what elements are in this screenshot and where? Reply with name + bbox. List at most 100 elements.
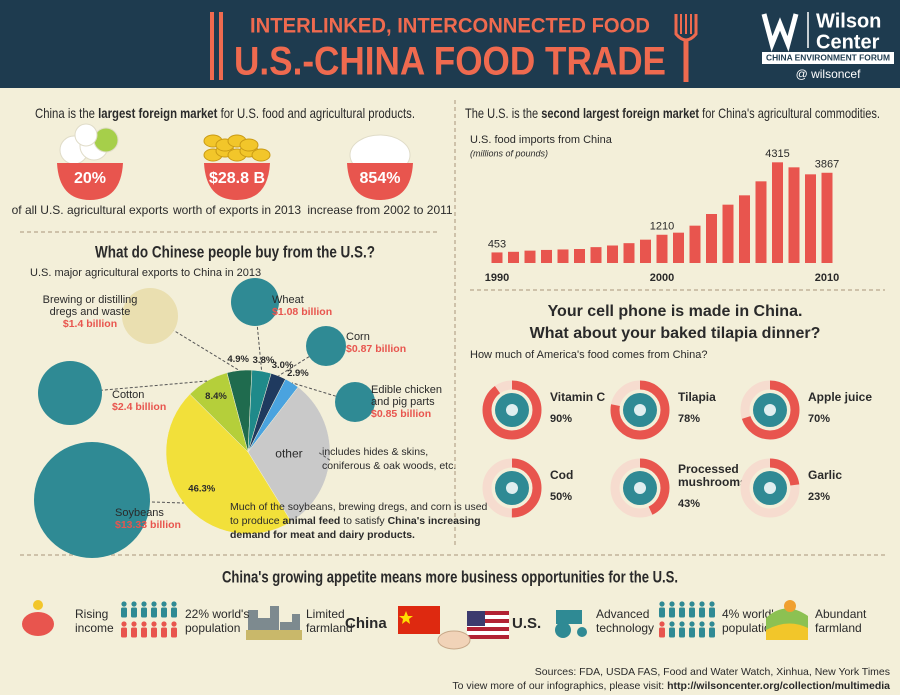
donut-value: 70% (808, 413, 830, 425)
pie-category: Brewing or distilling (43, 294, 138, 306)
person-icon (669, 621, 675, 627)
food-icon (506, 404, 518, 416)
donut-category: Garlic (808, 468, 842, 482)
pie-category: Corn (346, 331, 370, 343)
pie-amount: $1.4 billion (63, 318, 117, 330)
benefit-label: farmland (815, 621, 862, 635)
bar (623, 243, 635, 263)
forum-box (762, 52, 894, 64)
flag-stripe (467, 619, 509, 623)
sources-part: http://wilsoncenter.org/collection/multi… (667, 680, 890, 692)
pie-category: other (275, 446, 302, 460)
food-icon (634, 482, 646, 494)
person-icon (699, 601, 705, 607)
country-label: U.S. (512, 615, 541, 632)
bar (689, 225, 701, 263)
person-icon (689, 627, 695, 638)
food-icon (764, 482, 776, 494)
category-icon (122, 288, 178, 344)
pie-note: coniferous & oak woods, etc. (322, 460, 456, 472)
chart-title: U.S. food imports from China (470, 134, 613, 146)
headline-part: for U.S. food and agricultural products. (217, 105, 415, 121)
donut-value: 78% (678, 413, 700, 425)
bar (722, 204, 734, 263)
person-icon (171, 627, 177, 638)
pie-amount: $0.85 billion (371, 408, 431, 420)
flag-canton (467, 611, 485, 626)
benefit-label: Limited (306, 607, 345, 621)
section-title: What do Chinese people buy from the U.S.… (95, 242, 375, 261)
person-icon (679, 627, 685, 638)
pie-category: Wheat (272, 294, 304, 306)
skyline-icon (292, 614, 300, 640)
section-subtitle: U.S. major agricultural exports to China… (30, 267, 261, 279)
donut-value: 43% (678, 498, 700, 510)
bowl (347, 163, 413, 200)
bar (656, 234, 668, 263)
donut-category: Processed (678, 462, 739, 476)
pie-category: and pig parts (371, 396, 435, 408)
donut-category: Tilapia (678, 390, 716, 404)
sources: To view more of our infographics, please… (452, 680, 890, 692)
pie-slice (165, 393, 292, 535)
food-icon (634, 404, 646, 416)
person-icon (699, 627, 705, 638)
section-title: China's growing appetite means more busi… (222, 567, 678, 586)
person-icon (689, 621, 695, 627)
bar (590, 247, 602, 263)
donut-category: Vitamin C (550, 390, 605, 404)
bar (607, 245, 618, 263)
headline-part: for China's agricultural commodities. (699, 105, 880, 121)
person-icon (131, 601, 137, 607)
tractor-icon (577, 627, 587, 637)
donut-arc (740, 380, 800, 440)
country-label: China (345, 615, 387, 632)
person-icon (121, 601, 127, 607)
person-icon (151, 607, 157, 618)
food-icon (506, 482, 518, 494)
pie-category: Soybeans (115, 507, 164, 519)
person-icon (171, 621, 177, 627)
bar (508, 251, 519, 263)
pie-value-label: 3.0% (272, 360, 294, 371)
person-icon (171, 601, 177, 607)
feed-note-part: animal feed (283, 515, 341, 527)
pie-category: Edible chicken (371, 384, 442, 396)
flag-stripe (467, 611, 509, 615)
donut-category: mushrooms (678, 475, 747, 489)
benefit-label: population (722, 621, 777, 635)
person-icon (121, 621, 127, 627)
person-icon (141, 607, 147, 618)
benefit-label: income (75, 621, 114, 635)
handle: @ wilsoncef (796, 67, 862, 81)
tractor-icon (555, 622, 571, 638)
person-icon (679, 621, 685, 627)
donut-value: 50% (550, 491, 572, 503)
person-icon (151, 601, 157, 607)
person-icon (131, 627, 137, 638)
pie-amount: $2.4 billion (112, 401, 166, 413)
person-icon (161, 607, 167, 618)
bar-label: 4315 (765, 148, 789, 160)
section-title: Your cell phone is made in China. (548, 303, 803, 320)
bar (524, 250, 536, 263)
bar (805, 174, 816, 263)
org-name: Center (816, 31, 880, 53)
person-icon (141, 601, 147, 607)
farmland-icon (766, 623, 808, 640)
bowl (57, 163, 123, 200)
stat-value: 854% (360, 170, 401, 187)
headline-part: China is the (35, 105, 98, 121)
food (93, 127, 119, 153)
chart-subtitle: (millions of pounds) (470, 148, 548, 158)
forum: CHINA ENVIRONMENT FORUM (766, 54, 890, 63)
benefit-label: Rising (75, 607, 108, 621)
donut-category: Cod (550, 468, 573, 482)
question: How much of America's food comes from Ch… (470, 349, 707, 361)
bar (821, 172, 833, 263)
category-icon (306, 326, 346, 366)
header-band (0, 0, 900, 88)
bar-label: 453 (488, 238, 506, 250)
